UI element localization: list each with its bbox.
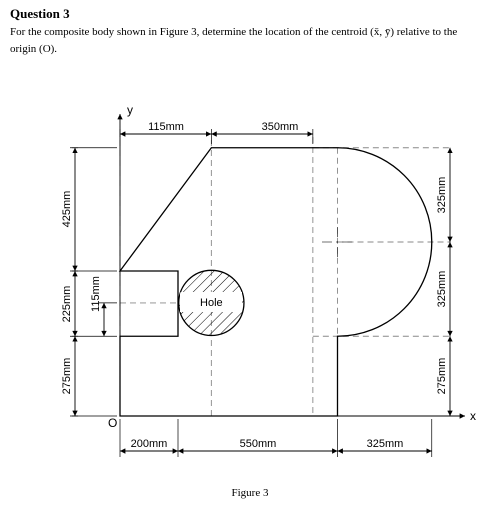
dim-bottom-left: 200mm bbox=[131, 438, 168, 450]
dim-left-mid: 225mm bbox=[61, 285, 73, 322]
x-axis-label: x bbox=[470, 409, 476, 423]
dim-right-mid: 325mm bbox=[436, 270, 448, 307]
dim-right-bottom: 275mm bbox=[436, 357, 448, 394]
dim-right-top: 325mm bbox=[436, 176, 448, 213]
dim-top-right: 350mm bbox=[262, 121, 299, 133]
dim-bottom-right: 325mm bbox=[367, 438, 404, 450]
hole-label: Hole bbox=[200, 297, 223, 309]
origin-label: O bbox=[108, 416, 117, 430]
question-heading: Question 3 bbox=[10, 6, 490, 22]
y-axis-label: y bbox=[127, 103, 133, 117]
dim-bottom-mid: 550mm bbox=[240, 438, 277, 450]
dim-top-left: 115mm bbox=[148, 121, 184, 133]
dim-left-inner: 115mm bbox=[90, 276, 102, 312]
question-text-line1: For the composite body shown in Figure 3… bbox=[10, 25, 490, 40]
dim-left-top: 425mm bbox=[61, 190, 73, 227]
figure-3: Hole x y O 200mm 550mm 325mm 115mm 350mm… bbox=[10, 59, 490, 499]
dim-left-bottom: 275mm bbox=[61, 357, 73, 394]
question-text-line2: origin (O). bbox=[10, 42, 490, 57]
figure-caption: Figure 3 bbox=[10, 487, 490, 499]
